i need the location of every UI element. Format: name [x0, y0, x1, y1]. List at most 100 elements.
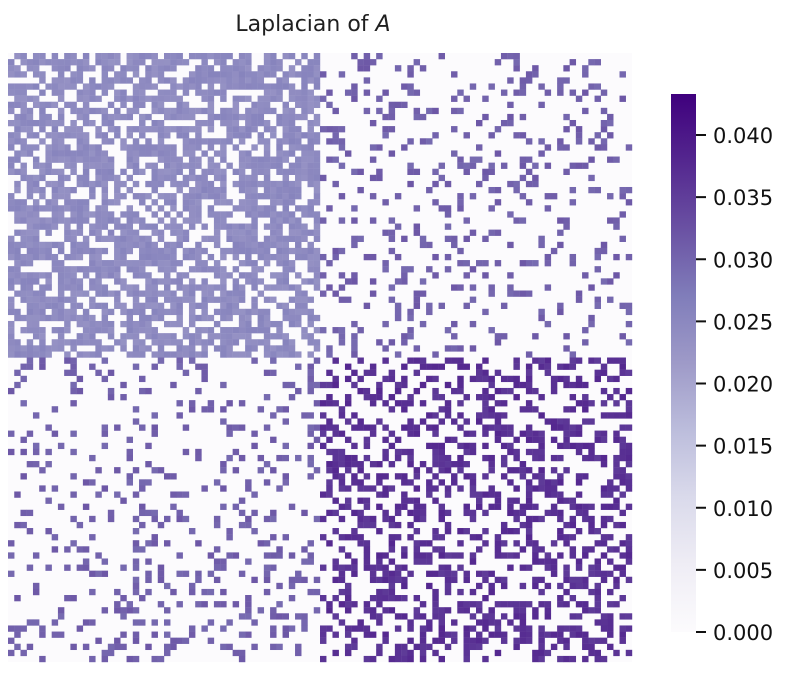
heatmap-cell [613, 387, 620, 395]
heatmap-cell [220, 461, 227, 468]
heatmap-cell [313, 284, 321, 291]
heatmap-cell [89, 247, 96, 255]
heatmap-cell [26, 320, 34, 328]
heatmap-cell [320, 412, 327, 419]
heatmap-cell [351, 205, 358, 212]
heatmap-cell [257, 339, 265, 346]
heatmap-cell [525, 363, 533, 370]
heatmap-cell [114, 223, 121, 230]
heatmap-cell [607, 613, 614, 620]
heatmap-cell [494, 491, 502, 498]
heatmap-cell [569, 59, 577, 66]
heatmap-cell [263, 308, 271, 316]
heatmap-cell [594, 558, 601, 565]
heatmap-cell [126, 229, 133, 236]
heatmap-cell [600, 138, 608, 145]
heatmap-cell [613, 601, 620, 608]
heatmap-cell [525, 631, 533, 638]
heatmap-cell [307, 442, 314, 450]
heatmap-cell [332, 132, 339, 139]
heatmap-cell [195, 174, 202, 182]
heatmap-cell [538, 467, 545, 474]
heatmap-cell [14, 314, 21, 322]
heatmap-cell [89, 193, 96, 200]
heatmap-cell [157, 314, 165, 322]
heatmap-cell [39, 284, 46, 291]
heatmap-cell [32, 582, 40, 590]
heatmap-cell [8, 327, 15, 334]
heatmap-cell [288, 345, 296, 352]
heatmap-cell [89, 180, 96, 188]
heatmap-cell [569, 381, 577, 389]
heatmap-cell [388, 570, 396, 577]
heatmap-cell [120, 65, 127, 72]
heatmap-cell [488, 412, 495, 419]
heatmap-cell [351, 601, 358, 608]
heatmap-cell [407, 357, 414, 364]
heatmap-cell [182, 345, 190, 352]
heatmap-cell [126, 156, 133, 163]
heatmap-cell [195, 454, 202, 462]
heatmap-cell [101, 119, 109, 127]
heatmap-cell [26, 132, 34, 139]
heatmap-cell [51, 631, 59, 638]
heatmap-cell [207, 156, 215, 163]
heatmap-cell [613, 473, 620, 480]
heatmap-cell [619, 412, 626, 419]
heatmap-cell [463, 430, 470, 437]
heatmap-cell [557, 509, 564, 517]
heatmap-cell [594, 588, 601, 596]
heatmap-cell [213, 260, 221, 267]
heatmap-cell [313, 150, 321, 157]
heatmap-cell [295, 241, 302, 249]
heatmap-cell [463, 217, 470, 224]
heatmap-cell [188, 290, 196, 297]
heatmap-cell [164, 582, 171, 590]
heatmap-cell [407, 448, 414, 456]
heatmap-cell [32, 253, 40, 261]
heatmap-cell [257, 168, 265, 175]
heatmap-cell [276, 351, 283, 358]
heatmap-cell [326, 424, 333, 431]
heatmap-cell [432, 485, 439, 492]
heatmap-cell [525, 497, 533, 504]
heatmap-cell [332, 247, 339, 255]
colorbar [671, 94, 696, 632]
heatmap-cell [139, 144, 146, 151]
heatmap-cell [482, 655, 489, 663]
heatmap-cell [369, 369, 377, 376]
heatmap-cell [563, 467, 570, 474]
heatmap-cell [182, 107, 190, 115]
heatmap-cell [45, 156, 52, 163]
heatmap-cell [588, 515, 595, 523]
heatmap-cell [82, 144, 90, 151]
heatmap-cell [301, 144, 308, 151]
heatmap-cell [89, 655, 96, 663]
heatmap-cell [39, 345, 46, 352]
heatmap-cell [64, 253, 71, 261]
heatmap-cell [525, 369, 533, 376]
heatmap-cell [39, 655, 46, 663]
heatmap-cell [438, 655, 445, 663]
heatmap-cell [89, 211, 96, 218]
heatmap-cell [538, 436, 545, 443]
heatmap-cell [213, 174, 221, 182]
heatmap-cell [238, 570, 246, 577]
heatmap-cell [170, 113, 177, 121]
heatmap-cell [245, 613, 252, 620]
heatmap-cell [120, 607, 127, 614]
heatmap-cell [332, 613, 339, 620]
heatmap-cell [188, 308, 196, 316]
heatmap-cell [619, 333, 626, 340]
heatmap-cell [569, 89, 577, 96]
heatmap-cell [432, 107, 439, 115]
heatmap-cell [76, 339, 84, 346]
heatmap-cell [57, 278, 65, 285]
heatmap-cell [413, 613, 421, 620]
heatmap-cell [332, 467, 339, 474]
heatmap-cell [82, 320, 90, 328]
heatmap-cell [32, 205, 40, 212]
heatmap-cell [64, 223, 71, 230]
heatmap-cell [451, 576, 458, 584]
heatmap-cell [270, 357, 277, 364]
